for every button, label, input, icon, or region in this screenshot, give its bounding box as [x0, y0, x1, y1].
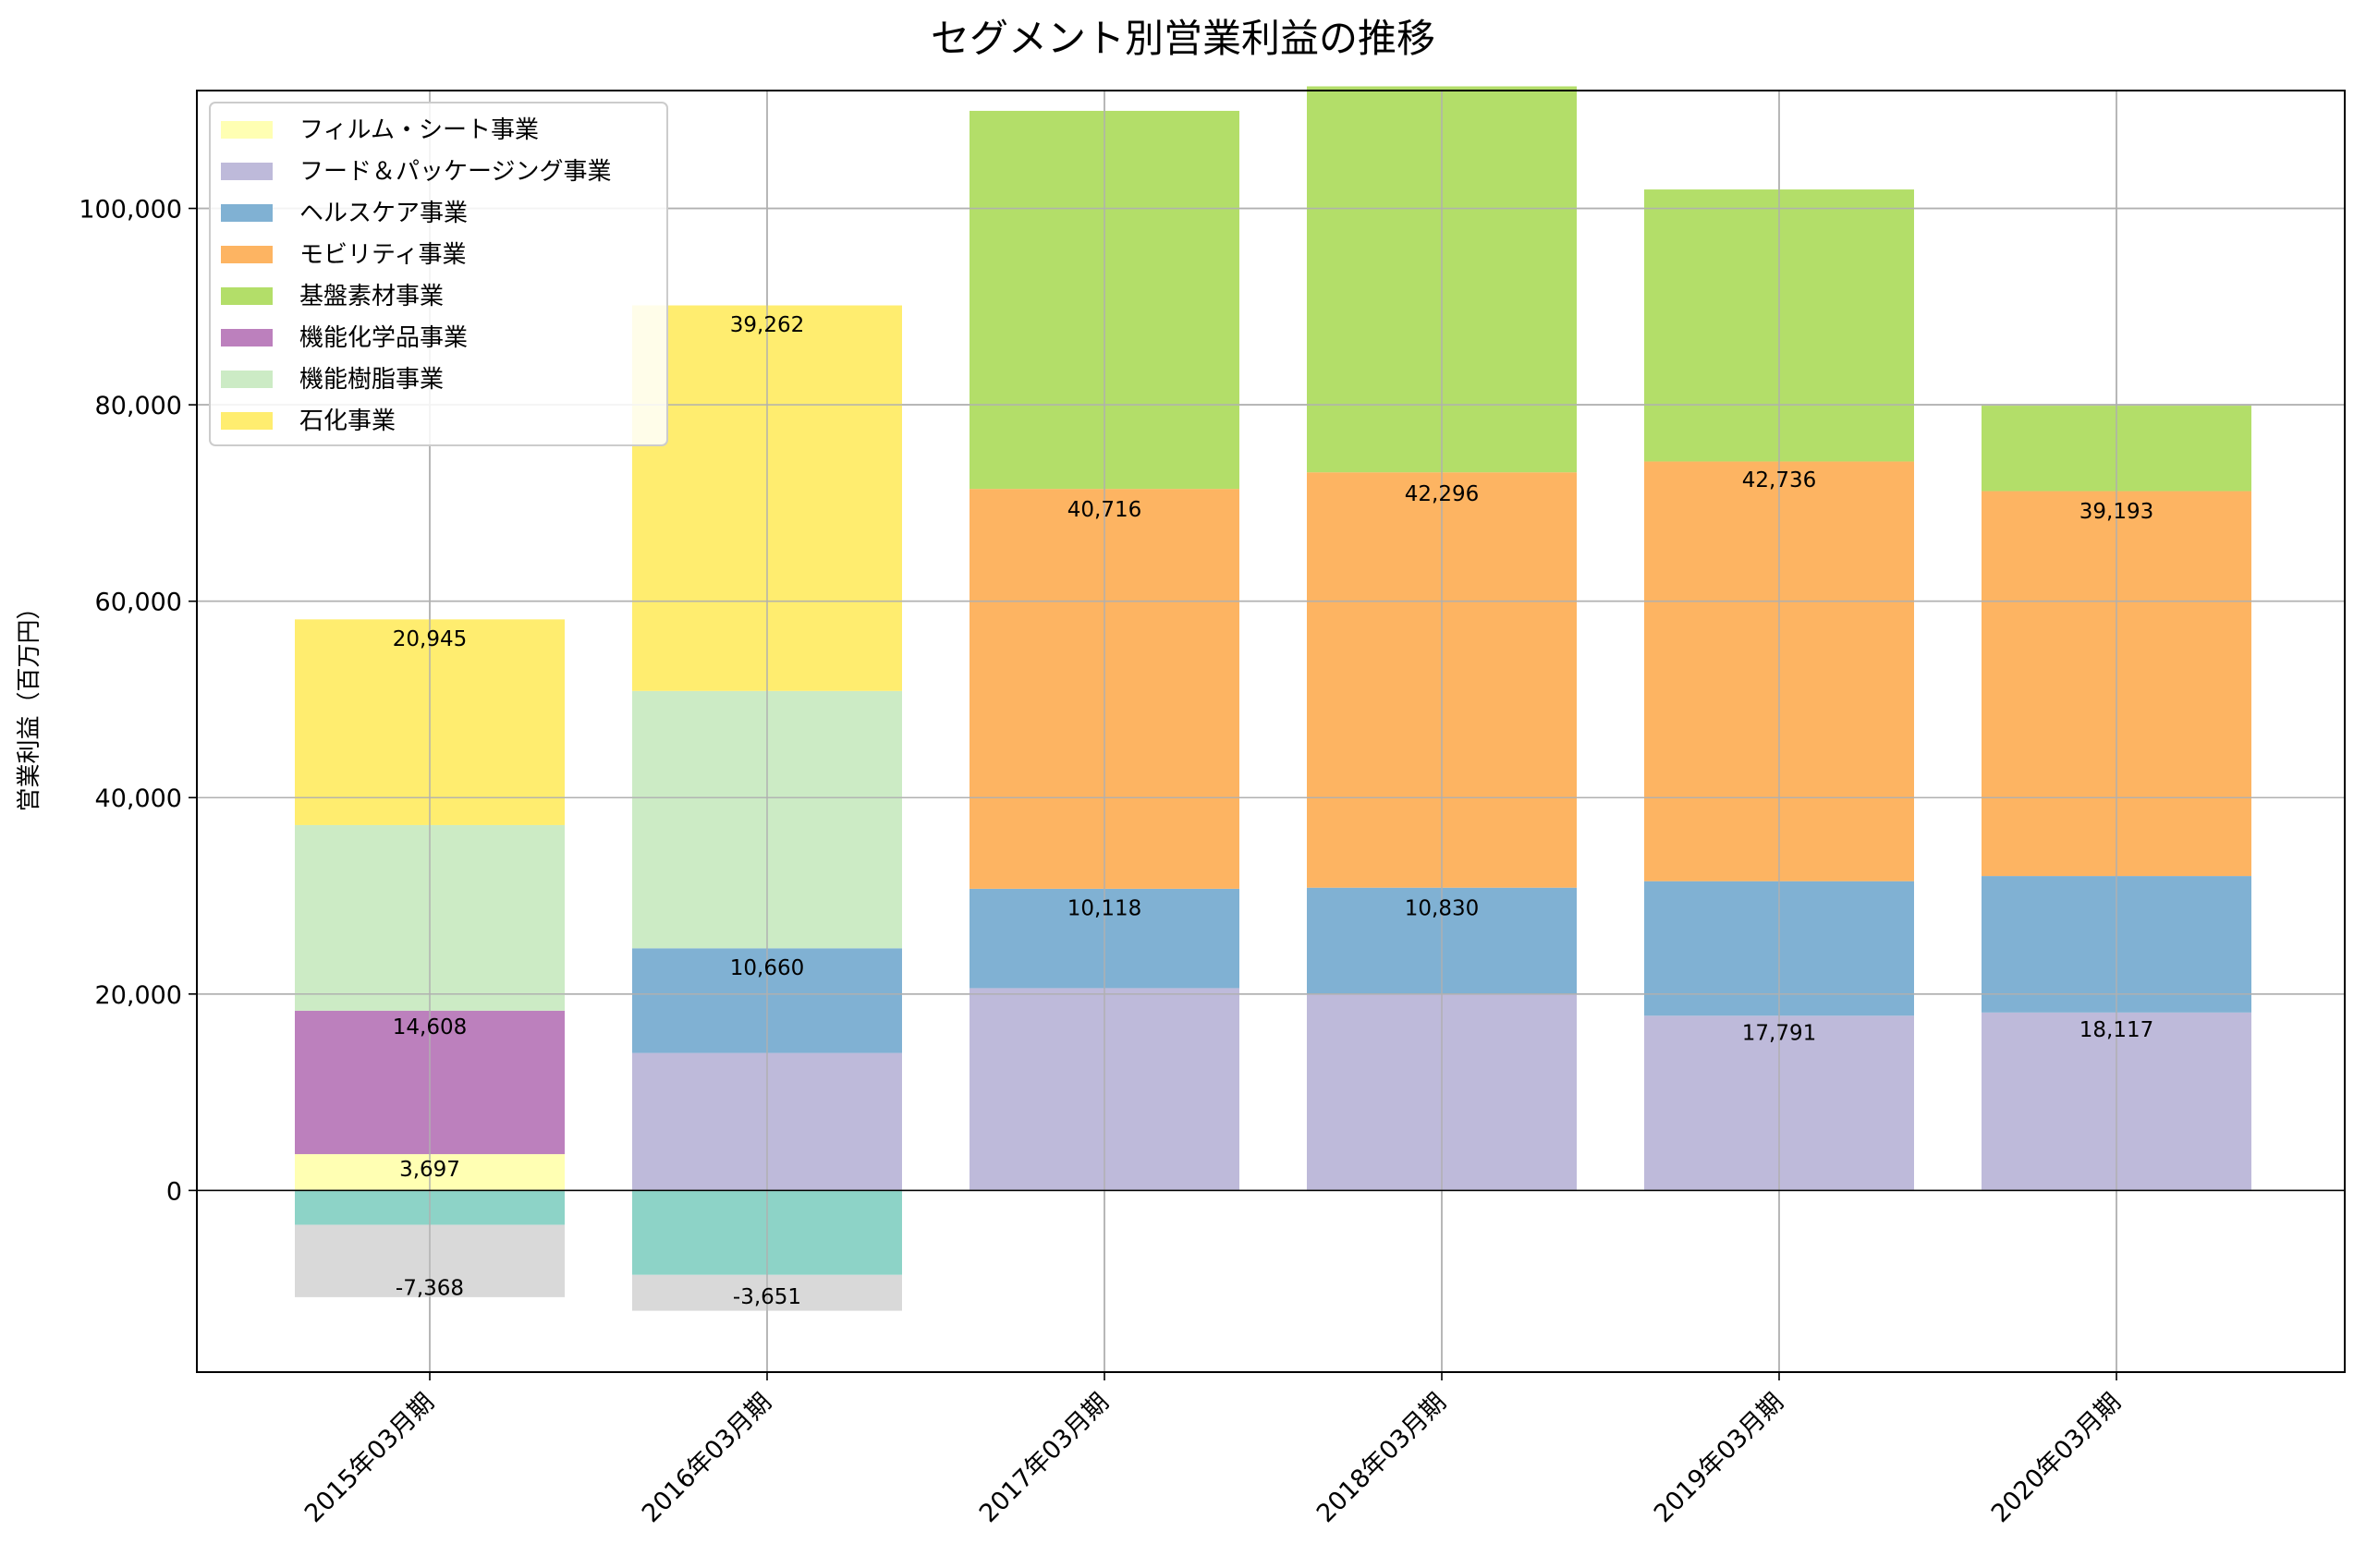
data-label: 10,830: [1405, 896, 1479, 920]
data-label: 3,697: [399, 1158, 460, 1182]
data-label: 40,716: [1067, 498, 1141, 522]
legend-swatch: [221, 287, 273, 305]
x-tick-label: 2017年03月期: [974, 1388, 1115, 1528]
legend-swatch: [221, 412, 273, 430]
data-label: 20,945: [393, 627, 467, 651]
legend-label: フィルム・シート事業: [299, 116, 539, 144]
data-label: 10,660: [730, 956, 804, 980]
y-tick-label: 0: [166, 1177, 182, 1206]
x-tick-label: 2015年03月期: [299, 1388, 440, 1528]
plot-frame: [196, 90, 2346, 1373]
y-axis-label: 営業利益（百万円）: [16, 595, 43, 811]
legend-label: 基盤素材事業: [299, 283, 444, 310]
data-label: 18,117: [2079, 1018, 2153, 1042]
chart-title: セグメント別営業利益の推移: [930, 16, 1435, 61]
legend-swatch: [221, 371, 273, 388]
legend-label: モビリティ事業: [299, 241, 466, 269]
legend-label: 石化事業: [299, 407, 396, 435]
data-label: -7,368: [396, 1277, 464, 1301]
data-label: 42,296: [1405, 482, 1479, 506]
legend-swatch: [221, 204, 273, 222]
x-tick-label: 2018年03月期: [1311, 1388, 1452, 1528]
x-tick-label: 2020年03月期: [1986, 1388, 2127, 1528]
legend-label: 機能樹脂事業: [299, 366, 444, 394]
legend-box: [209, 102, 668, 446]
data-label: 14,608: [393, 1015, 467, 1039]
legend-swatch: [221, 329, 273, 346]
y-tick-label: 80,000: [95, 392, 182, 420]
legend-label: ヘルスケア事業: [299, 200, 468, 227]
legend: フィルム・シート事業フード＆パッケージング事業ヘルスケア事業モビリティ事業基盤素…: [209, 102, 668, 446]
data-label: 39,193: [2079, 500, 2153, 524]
data-label: 17,791: [1742, 1021, 1816, 1045]
y-tick-label: 60,000: [95, 589, 182, 617]
legend-label: フード＆パッケージング事業: [299, 158, 611, 186]
bars-layer: [197, 86, 2345, 1372]
y-tick-label: 40,000: [95, 784, 182, 813]
y-tick-label: 20,000: [95, 981, 182, 1010]
legend-swatch: [221, 121, 273, 139]
y-tick-label: 100,000: [79, 196, 182, 225]
data-labels-layer: 20,945 14,608 3,697 -7,368 39,262 10,660 -3,65…: [393, 313, 2153, 1309]
data-label: 10,118: [1067, 896, 1141, 920]
data-label: -3,651: [733, 1285, 801, 1309]
legend-swatch: [221, 246, 273, 263]
x-tick-label: 2019年03月期: [1649, 1388, 1789, 1528]
legend-swatch: [221, 163, 273, 180]
x-tick-label: 2016年03月期: [637, 1388, 777, 1528]
legend-label: 機能化学品事業: [299, 324, 468, 352]
data-label: 39,262: [730, 313, 804, 337]
data-label: 42,736: [1742, 468, 1816, 492]
